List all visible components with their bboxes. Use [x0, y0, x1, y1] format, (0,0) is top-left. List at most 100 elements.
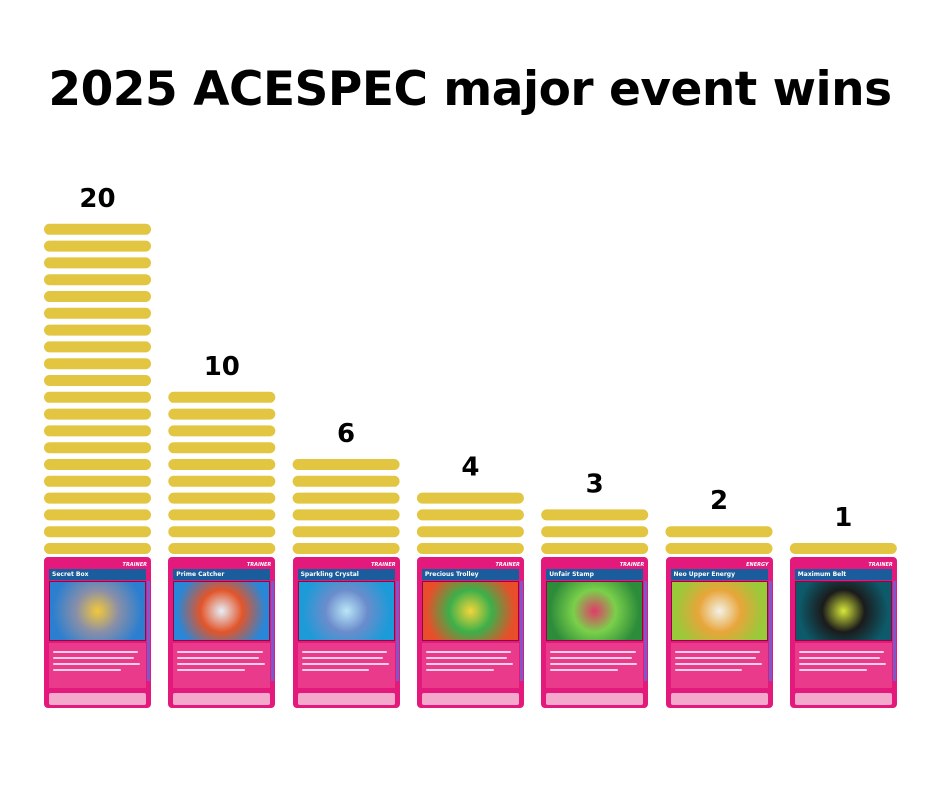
bar-unit — [292, 526, 400, 538]
bar-unit — [168, 492, 276, 504]
bar-unit — [168, 475, 276, 487]
card-text-line — [425, 663, 514, 665]
card-text-line — [177, 651, 263, 653]
card-ace-stripe — [147, 581, 150, 681]
bar-unit — [416, 492, 524, 504]
value-label: 4 — [461, 453, 479, 483]
bar-7 — [789, 543, 897, 554]
card-kind-label: ENERGY — [746, 561, 769, 568]
card-name: Precious Trolley — [421, 569, 519, 580]
bar-unit — [44, 257, 151, 269]
card-text-line — [177, 657, 259, 659]
card-text-line — [550, 657, 632, 659]
card-artwork — [297, 581, 395, 641]
bar-4 — [416, 492, 524, 554]
card-1: TRAINER Secret Box — [44, 557, 151, 708]
bar-unit — [665, 543, 773, 554]
card-text-line — [674, 651, 760, 653]
card-footer — [670, 693, 768, 705]
card-text-line — [301, 669, 370, 671]
bar-unit — [44, 358, 151, 370]
bar-2 — [168, 391, 276, 554]
card-text-line — [674, 657, 756, 659]
card-artwork — [49, 581, 146, 641]
card-3: TRAINER Sparkling Crystal — [292, 557, 400, 708]
card-banner: TRAINER — [545, 560, 644, 569]
card-ace-stripe — [768, 581, 772, 681]
bar-unit — [168, 391, 276, 403]
bar-unit — [541, 543, 649, 554]
card-footer — [173, 693, 271, 705]
card-text-line — [798, 669, 867, 671]
card-kind-label: TRAINER — [868, 561, 893, 568]
card-text-line — [177, 663, 265, 665]
bar-unit — [292, 543, 400, 554]
card-text-line — [798, 651, 885, 653]
bar-unit — [44, 240, 151, 252]
card-banner: TRAINER — [48, 560, 147, 569]
bar-unit — [44, 425, 151, 437]
bar-5 — [541, 509, 649, 554]
bar-unit — [665, 526, 773, 538]
value-label: 20 — [79, 184, 115, 214]
bar-6 — [665, 526, 773, 554]
bar-unit — [44, 274, 151, 286]
card-text-line — [53, 657, 135, 659]
bar-1 — [44, 223, 151, 554]
chart-title: 2025 ACESPEC major event wins — [48, 62, 892, 117]
card-banner: ENERGY — [670, 560, 769, 569]
bar-unit — [44, 475, 151, 487]
card-footer — [794, 693, 892, 705]
bar-unit — [292, 492, 400, 504]
bar-unit — [44, 459, 151, 470]
card-name: Sparkling Crystal — [297, 569, 395, 580]
card-text-line — [177, 669, 246, 671]
card-7: TRAINER Maximum Belt — [789, 557, 897, 708]
card-2: TRAINER Prime Catcher — [168, 557, 276, 708]
bar-unit — [292, 475, 400, 487]
card-ace-stripe — [892, 581, 896, 681]
card-kind-label: TRAINER — [371, 561, 396, 568]
value-label: 6 — [337, 419, 355, 449]
card-footer — [546, 693, 644, 705]
card-banner: TRAINER — [794, 560, 893, 569]
card-ace-stripe — [395, 581, 399, 681]
bar-unit — [44, 375, 151, 386]
bar-unit — [44, 223, 151, 235]
card-5: TRAINER Unfair Stamp — [541, 557, 649, 708]
card-text-line — [674, 663, 762, 665]
card-artwork — [794, 581, 892, 641]
card-text-line — [798, 657, 881, 659]
card-banner: TRAINER — [421, 560, 519, 569]
bar-unit — [44, 341, 151, 353]
card-text-line — [550, 651, 636, 653]
bar-unit — [168, 408, 276, 420]
card-banner: TRAINER — [297, 560, 396, 569]
card-text-line — [798, 663, 887, 665]
bar-unit — [44, 291, 151, 302]
bar-3 — [292, 459, 400, 554]
card-banner: TRAINER — [172, 560, 271, 569]
card-text-line — [53, 669, 121, 671]
card-artwork — [173, 581, 271, 641]
card-name: Maximum Belt — [794, 569, 892, 580]
card-text-line — [425, 669, 494, 671]
bar-unit — [541, 526, 649, 538]
card-kind-label: TRAINER — [246, 561, 272, 568]
card-6: ENERGY Neo Upper Energy — [665, 557, 773, 708]
bar-unit — [44, 492, 151, 504]
value-label: 10 — [204, 352, 240, 382]
bar-unit — [168, 543, 276, 554]
card-artwork — [546, 581, 644, 641]
card-ace-stripe — [271, 581, 275, 681]
card-name: Prime Catcher — [173, 569, 271, 580]
bar-unit — [168, 509, 276, 521]
bar-unit — [292, 509, 400, 521]
card-artwork — [670, 581, 768, 641]
card-artwork — [421, 581, 519, 641]
card-text-box — [670, 643, 768, 688]
bar-unit — [416, 509, 524, 521]
card-text-box — [794, 643, 892, 688]
